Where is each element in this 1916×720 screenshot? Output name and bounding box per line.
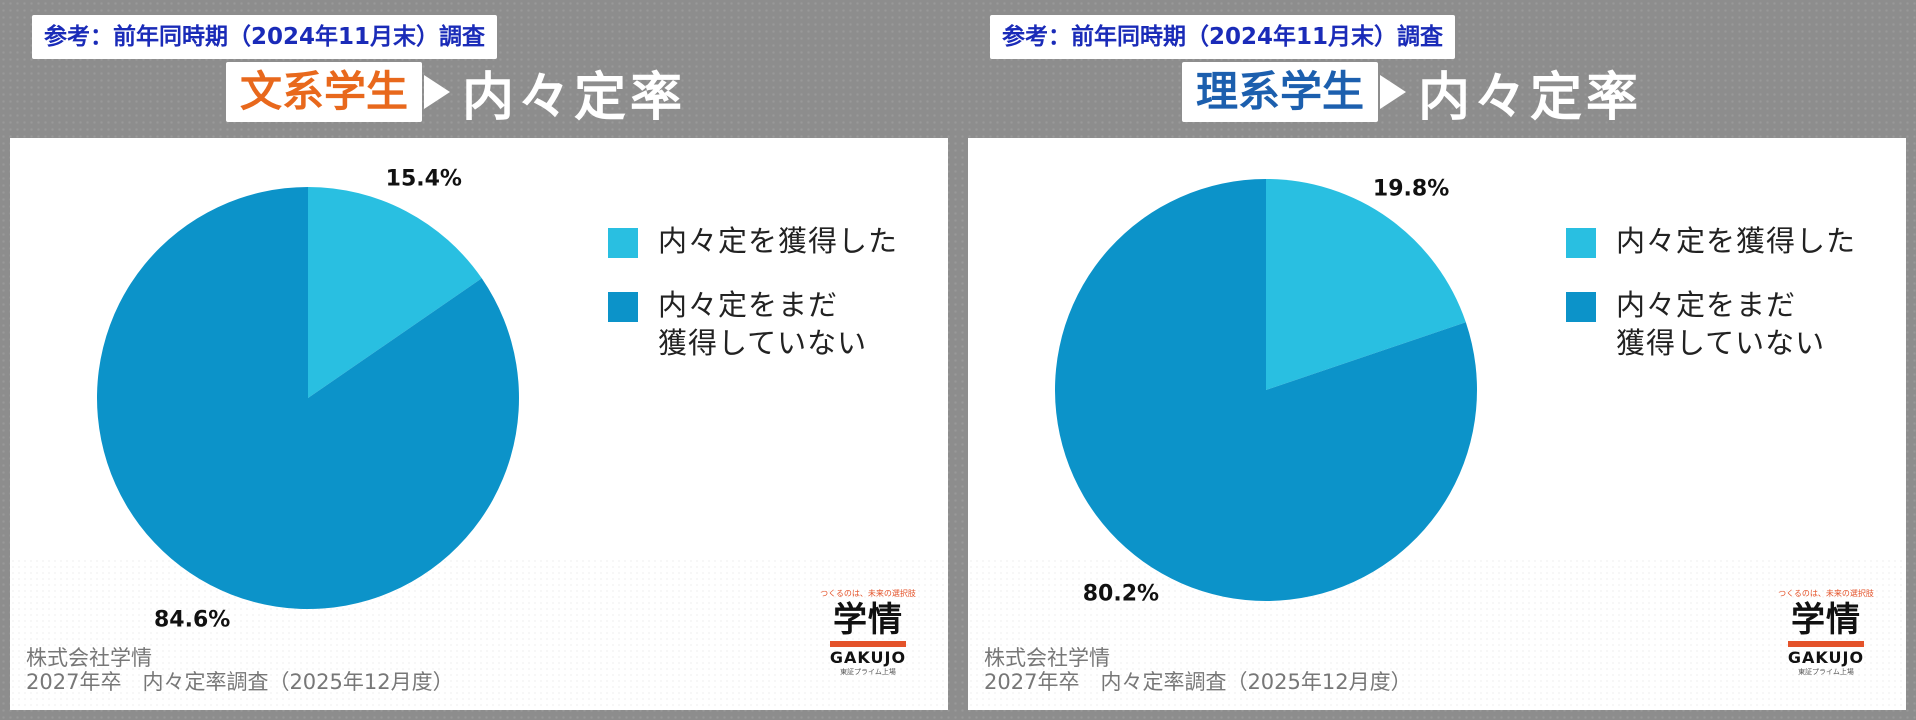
- legend-swatch-not-acquired: [1566, 292, 1596, 322]
- pie-chart: 19.8% 80.2%: [1055, 177, 1477, 606]
- logo-name: GAKUJO: [829, 648, 907, 667]
- pie-slice-not-acquired: [97, 187, 519, 609]
- reference-label: 参考：前年同時期（2024年11月末）調査: [32, 15, 498, 59]
- legend-item-not-acquired: 内々定をまだ 獲得していない: [608, 286, 898, 362]
- legend: 内々定を獲得した 内々定をまだ 獲得していない: [1566, 222, 1856, 388]
- company-name: 株式会社学情: [984, 646, 1110, 670]
- title-arrow-icon: [1380, 75, 1407, 109]
- panel-humanities: 参考：前年同時期（2024年11月末）調査 文系学生 内々定率 15.4% 84.…: [10, 15, 948, 710]
- logo-mark: 学情: [833, 600, 903, 640]
- pie-slice-not-acquired: [1055, 179, 1477, 601]
- legend-swatch-not-acquired: [608, 292, 638, 322]
- legend-label: 内々定をまだ 獲得していない: [658, 288, 868, 360]
- panel-sciences: 参考：前年同時期（2024年11月末）調査 理系学生 内々定率 19.8% 80.…: [958, 0, 1916, 720]
- chart-card: 19.8% 80.2% 内々定を獲得した 内々定をまだ 獲得していない 株式会社学…: [968, 138, 1906, 710]
- legend-label: 内々定を獲得した: [1616, 224, 1857, 258]
- chart-title: 内々定率: [462, 67, 687, 128]
- survey-name: 2027年卒 内々定率調査（2025年12月度）: [26, 670, 454, 694]
- pie-slice-acquired: [308, 187, 482, 398]
- logo-sub: 東証プライム上場: [1798, 668, 1854, 676]
- legend-item-acquired: 内々定を獲得した: [1566, 222, 1856, 260]
- source-footer: 株式会社学情 2027年卒 内々定率調査（2025年12月度）: [26, 646, 454, 694]
- pie-slice-acquired: [1266, 179, 1466, 390]
- legend-label: 内々定をまだ 獲得していない: [1616, 288, 1826, 360]
- pie-value-label: 80.2%: [1083, 581, 1159, 606]
- pie-value-label: 84.6%: [154, 607, 230, 632]
- logo-tagline: つくるのは、未来の選択肢: [1778, 589, 1874, 598]
- company-name: 株式会社学情: [26, 646, 152, 670]
- pie-value-label: 15.4%: [386, 167, 462, 192]
- logo-mark: 学情: [1791, 600, 1861, 640]
- legend-item-acquired: 内々定を獲得した: [608, 222, 898, 260]
- legend-label: 内々定を獲得した: [658, 224, 899, 258]
- legend-item-not-acquired: 内々定をまだ 獲得していない: [1566, 286, 1856, 362]
- legend-swatch-acquired: [1566, 228, 1596, 258]
- pie-value-label: 19.8%: [1373, 177, 1449, 202]
- title-row: 理系学生 内々定率: [1182, 62, 1642, 128]
- reference-label: 参考：前年同時期（2024年11月末）調査: [990, 15, 1456, 59]
- gakujo-logo: つくるのは、未来の選択肢 学情 GAKUJO 東証プライム上場: [1776, 588, 1876, 677]
- survey-name: 2027年卒 内々定率調査（2025年12月度）: [984, 670, 1412, 694]
- logo-sub: 東証プライム上場: [840, 668, 896, 676]
- category-label: 文系学生: [226, 62, 423, 122]
- logo-tagline: つくるのは、未来の選択肢: [820, 589, 916, 598]
- gakujo-logo: つくるのは、未来の選択肢 学情 GAKUJO 東証プライム上場: [818, 588, 918, 677]
- source-footer: 株式会社学情 2027年卒 内々定率調査（2025年12月度）: [984, 646, 1412, 694]
- title-row: 文系学生 内々定率: [226, 62, 686, 128]
- logo-name: GAKUJO: [1787, 648, 1865, 667]
- logo-bar: [1788, 641, 1864, 647]
- legend: 内々定を獲得した 内々定をまだ 獲得していない: [608, 222, 898, 388]
- legend-swatch-acquired: [608, 228, 638, 258]
- title-arrow-icon: [424, 75, 451, 109]
- logo-bar: [830, 641, 906, 647]
- category-label: 理系学生: [1182, 62, 1379, 122]
- chart-title: 内々定率: [1418, 67, 1643, 128]
- pie-chart: 15.4% 84.6%: [97, 167, 519, 632]
- chart-card: 15.4% 84.6% 内々定を獲得した 内々定をまだ 獲得していない 株式会社学…: [10, 138, 948, 710]
